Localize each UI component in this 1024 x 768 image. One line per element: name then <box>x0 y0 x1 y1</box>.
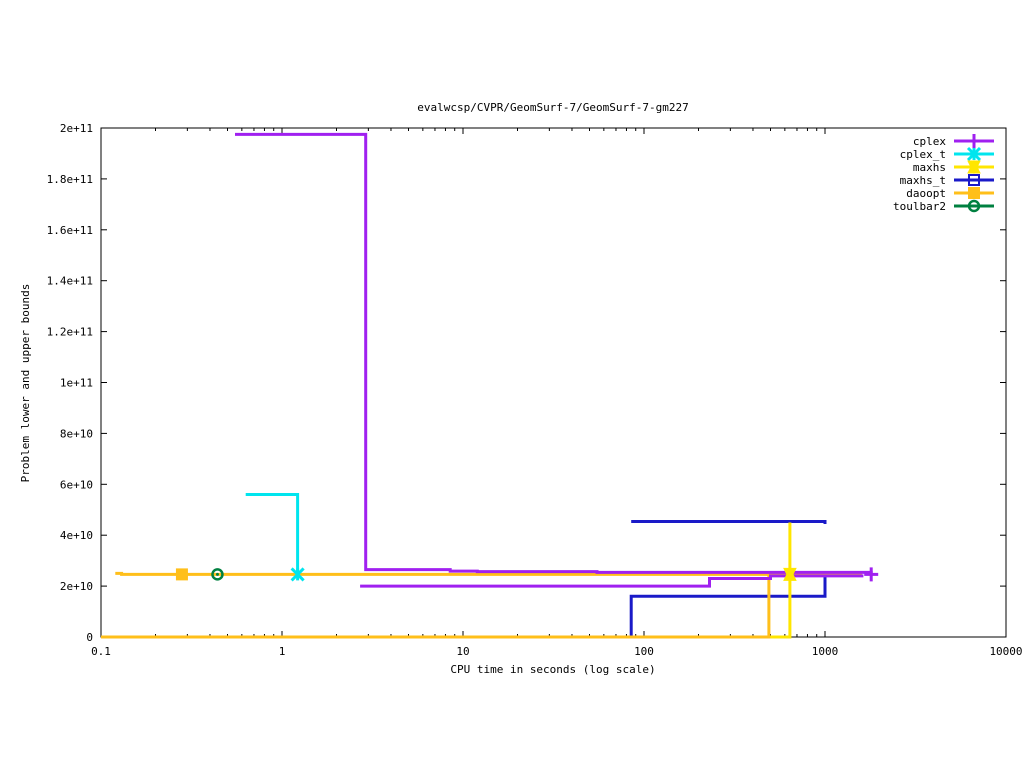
legend-label: cplex_t <box>900 148 946 161</box>
plot-frame <box>100 127 1007 638</box>
legend-item-cplex: cplex <box>913 134 994 148</box>
legend-marker <box>967 159 981 175</box>
legend-marker <box>967 199 981 213</box>
legend-label: cplex <box>913 135 946 148</box>
legend-item-toulbar2: toulbar2 <box>893 199 994 213</box>
x-axis-label: CPU time in seconds (log scale) <box>450 663 655 676</box>
series-line-daoopt <box>115 571 862 576</box>
legend-item-maxhs-t: maxhs_t <box>900 174 994 187</box>
marker-toulbar2 <box>211 568 224 581</box>
legend-item-maxhs: maxhs <box>913 159 994 175</box>
y-tick-label: 1e+11 <box>60 377 93 390</box>
x-tick-label: 1000 <box>812 645 839 658</box>
y-axis: 0 2e+10 4e+10 6e+10 8e+10 1e+11 1.2e+11 1.4e+11… <box>47 122 1006 644</box>
series-line-daoopt <box>101 573 771 639</box>
legend-marker <box>967 134 981 148</box>
marker-daoopt <box>175 568 188 581</box>
marker-maxhs <box>783 567 797 582</box>
legend-label: daoopt <box>906 187 946 200</box>
series-line-cplex-t <box>245 493 300 575</box>
legend-marker <box>966 146 982 162</box>
x-tick-label: 100 <box>634 645 654 658</box>
legend-label: maxhs_t <box>900 174 946 187</box>
legend-item-cplex-t: cplex_t <box>900 146 994 162</box>
y-tick-label: 1.8e+11 <box>47 173 93 186</box>
series-line-maxhs-t <box>631 520 827 524</box>
marker-cplex <box>864 567 879 582</box>
x-tick-label: 1 <box>279 645 286 658</box>
legend-label: maxhs <box>913 161 946 174</box>
y-tick-label: 1.2e+11 <box>47 326 93 339</box>
y-tick-label: 0 <box>86 631 93 644</box>
x-axis: 0.1 1 10 100 1000 10000 <box>91 128 1023 658</box>
y-axis-label: Problem lower and upper bounds <box>19 284 32 483</box>
y-tick-label: 8e+10 <box>60 427 93 440</box>
y-tick-label: 6e+10 <box>60 478 93 491</box>
legend-item-daoopt: daoopt <box>906 187 994 200</box>
y-tick-label: 2e+10 <box>60 580 93 593</box>
legend-label: toulbar2 <box>893 200 946 213</box>
y-tick-label: 1.6e+11 <box>47 224 93 237</box>
series-line-cplex <box>235 132 873 575</box>
series-markers <box>175 567 879 582</box>
series-line-maxhs-t <box>629 575 827 637</box>
y-tick-label: 1.4e+11 <box>47 275 93 288</box>
series-lines <box>101 132 873 639</box>
series-line-maxhs <box>101 522 792 639</box>
legend-marker <box>968 187 980 199</box>
x-tick-label: 0.1 <box>91 645 111 658</box>
marker-cplex-t <box>290 567 305 582</box>
x-tick-label: 10000 <box>989 645 1022 658</box>
legend-marker <box>968 174 980 186</box>
y-tick-label: 4e+10 <box>60 529 93 542</box>
x-tick-label: 10 <box>456 645 469 658</box>
y-tick-label: 2e+11 <box>60 122 93 135</box>
series-line-cplex <box>360 574 864 588</box>
chart-title: evalwcsp/CVPR/GeomSurf-7/GeomSurf-7-gm22… <box>417 101 689 114</box>
